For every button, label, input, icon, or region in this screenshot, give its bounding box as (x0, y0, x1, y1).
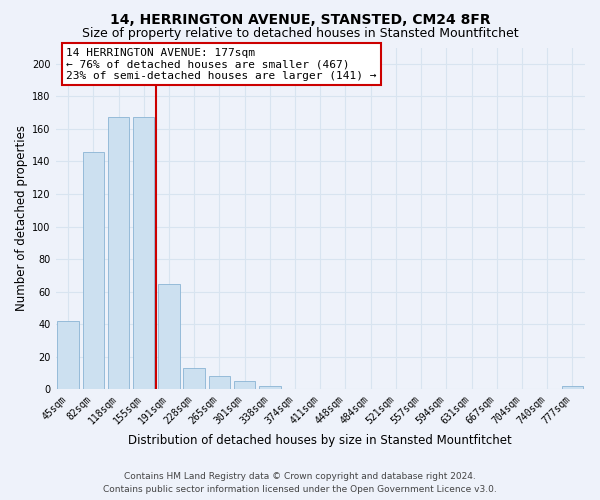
Bar (259, 386, 281, 390)
X-axis label: Distribution of detached houses by size in Stansted Mountfitchet: Distribution of detached houses by size … (128, 434, 512, 448)
Bar (133, 118, 154, 390)
Bar (108, 118, 129, 390)
Text: 14, HERRINGTON AVENUE, STANSTED, CM24 8FR: 14, HERRINGTON AVENUE, STANSTED, CM24 8F… (110, 12, 490, 26)
Text: Contains HM Land Registry data © Crown copyright and database right 2024.
Contai: Contains HM Land Registry data © Crown c… (103, 472, 497, 494)
Bar (158, 284, 180, 390)
Bar (184, 368, 205, 390)
Bar (234, 381, 256, 390)
Bar (58, 321, 79, 390)
Bar (562, 386, 583, 390)
Y-axis label: Number of detached properties: Number of detached properties (15, 126, 28, 312)
Bar (83, 152, 104, 390)
Text: Size of property relative to detached houses in Stansted Mountfitchet: Size of property relative to detached ho… (82, 28, 518, 40)
Bar (209, 376, 230, 390)
Text: 14 HERRINGTON AVENUE: 177sqm
← 76% of detached houses are smaller (467)
23% of s: 14 HERRINGTON AVENUE: 177sqm ← 76% of de… (66, 48, 377, 80)
